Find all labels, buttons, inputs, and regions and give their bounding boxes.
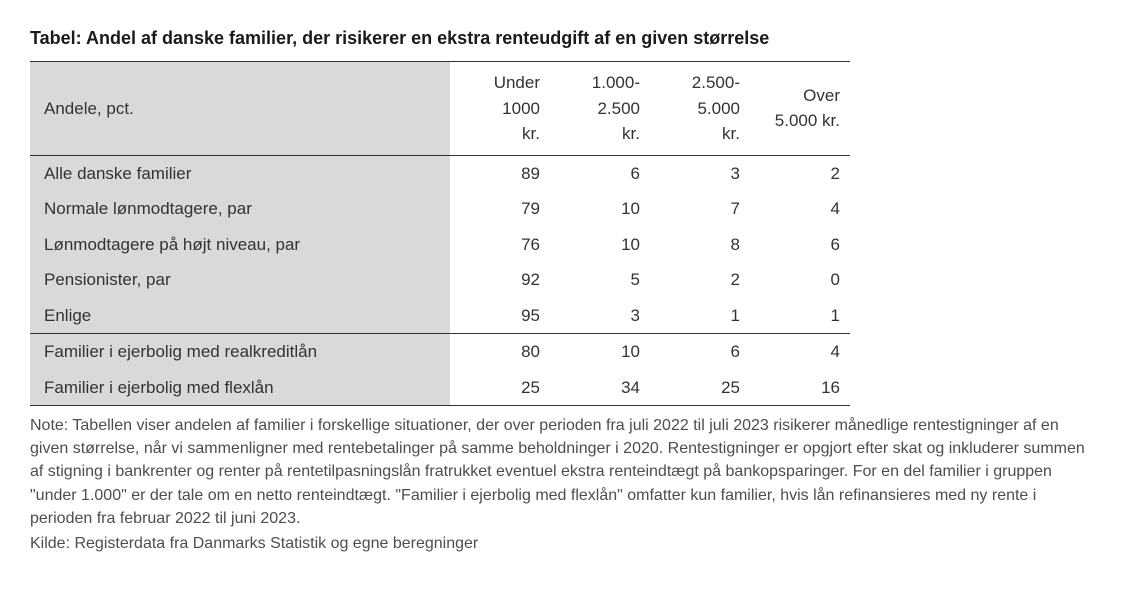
cell-value: 76 [450,227,550,263]
table-row: Alle danske familier89632 [30,155,850,191]
row-label: Lønmodtagere på højt niveau, par [30,227,450,263]
cell-value: 92 [450,262,550,298]
cell-value: 5 [550,262,650,298]
column-header: Under 1000 kr. [450,62,550,156]
row-label: Enlige [30,298,450,334]
row-label: Familier i ejerbolig med flexlån [30,370,450,406]
cell-value: 10 [550,191,650,227]
cell-value: 6 [550,155,650,191]
column-header: 1.000- 2.500 kr. [550,62,650,156]
cell-value: 6 [750,227,850,263]
column-header: 2.500- 5.000 kr. [650,62,750,156]
cell-value: 34 [550,370,650,406]
row-label: Normale lønmodtagere, par [30,191,450,227]
table-row: Enlige95311 [30,298,850,334]
table-row: Normale lønmodtagere, par791074 [30,191,850,227]
cell-value: 4 [750,191,850,227]
cell-value: 7 [650,191,750,227]
cell-value: 2 [650,262,750,298]
cell-value: 3 [650,155,750,191]
cell-value: 6 [650,334,750,370]
cell-value: 95 [450,298,550,334]
table-source: Kilde: Registerdata fra Danmarks Statist… [30,532,1098,555]
column-header: Over 5.000 kr. [750,62,850,156]
cell-value: 25 [450,370,550,406]
table-row: Familier i ejerbolig med realkreditlån80… [30,334,850,370]
row-label: Familier i ejerbolig med realkreditlån [30,334,450,370]
cell-value: 4 [750,334,850,370]
cell-value: 1 [650,298,750,334]
table-note: Note: Tabellen viser andelen af familier… [30,414,1098,530]
row-header-label: Andele, pct. [30,62,450,156]
cell-value: 10 [550,334,650,370]
cell-value: 89 [450,155,550,191]
cell-value: 1 [750,298,850,334]
table-title: Tabel: Andel af danske familier, der ris… [30,28,1098,49]
row-label: Pensionister, par [30,262,450,298]
table-row: Familier i ejerbolig med flexlån25342516 [30,370,850,406]
table-row: Pensionister, par92520 [30,262,850,298]
cell-value: 80 [450,334,550,370]
table-body: Alle danske familier89632Normale lønmodt… [30,155,850,406]
cell-value: 25 [650,370,750,406]
cell-value: 10 [550,227,650,263]
cell-value: 2 [750,155,850,191]
table-header-row: Andele, pct. Under 1000 kr. 1.000- 2.500… [30,62,850,156]
cell-value: 3 [550,298,650,334]
data-table: Andele, pct. Under 1000 kr. 1.000- 2.500… [30,61,850,406]
row-label: Alle danske familier [30,155,450,191]
cell-value: 16 [750,370,850,406]
cell-value: 0 [750,262,850,298]
table-row: Lønmodtagere på højt niveau, par761086 [30,227,850,263]
cell-value: 8 [650,227,750,263]
cell-value: 79 [450,191,550,227]
